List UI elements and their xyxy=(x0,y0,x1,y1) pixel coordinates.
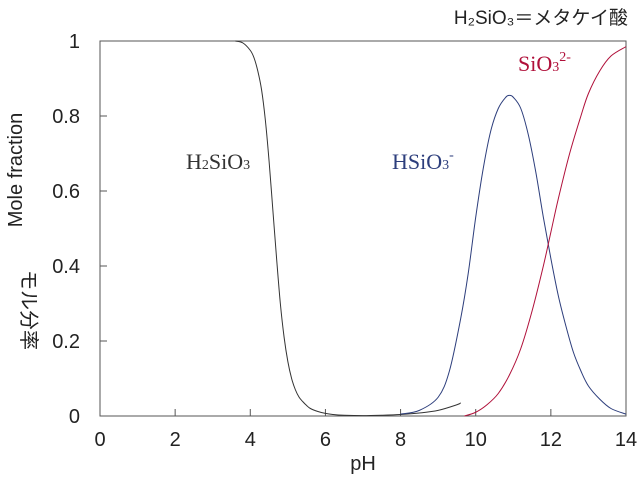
series-label-part: 3 xyxy=(442,158,449,173)
y-tick-label: 0 xyxy=(69,406,80,428)
y-tick-label: 0.4 xyxy=(52,256,80,278)
series-label-part: 2 xyxy=(202,158,209,173)
plot-area xyxy=(99,40,627,417)
series-label-0: H2SiO3 xyxy=(186,149,250,174)
x-tick-label: 2 xyxy=(170,429,181,451)
y-axis-title-ja: モル分率 xyxy=(17,270,40,350)
y-tick-label: 0.2 xyxy=(52,331,80,353)
y-axis-title-ja-text: モル分率 xyxy=(17,270,40,350)
series-line-1 xyxy=(400,94,627,415)
y-tick-label: 1 xyxy=(69,31,80,53)
series-label-part: 3 xyxy=(552,60,559,75)
series-label-part: HSiO xyxy=(392,149,442,174)
y-axis-title-en: Mole fraction xyxy=(5,113,27,228)
series-label-1: HSiO3- xyxy=(392,148,454,174)
x-tick-label: 0 xyxy=(94,429,105,451)
series-lines xyxy=(235,40,627,417)
series-label-part: - xyxy=(449,148,454,163)
x-tick-label: 4 xyxy=(245,429,256,451)
series-label-part: H xyxy=(186,149,202,174)
series-label-2: SiO32- xyxy=(518,50,571,76)
y-tick-label: 0.6 xyxy=(52,181,80,203)
x-tick-label: 12 xyxy=(540,429,562,451)
y-tick-label: 0.8 xyxy=(52,106,80,128)
series-label-part: 2- xyxy=(559,50,571,65)
series-label-part: SiO xyxy=(209,149,243,174)
series-line-0 xyxy=(235,40,461,417)
x-tick-label: 14 xyxy=(615,429,637,451)
x-axis-title: pH xyxy=(350,453,376,475)
x-tick-label: 10 xyxy=(465,429,487,451)
series-labels: H2SiO3 HSiO3-SiO32- xyxy=(186,50,571,174)
series-label-part: SiO xyxy=(518,51,552,76)
x-tick-label: 8 xyxy=(395,429,406,451)
series-label-part: 3 xyxy=(243,158,250,173)
x-axis: 0 2 4 6 8 10 12 14 xyxy=(94,409,637,451)
x-tick-label: 6 xyxy=(320,429,331,451)
series-line-2 xyxy=(464,46,627,417)
y-axis: 0 0.2 0.4 0.6 0.8 1 xyxy=(52,31,107,428)
chart-title: H₂SiO₃＝メタケイ酸 xyxy=(454,7,628,29)
